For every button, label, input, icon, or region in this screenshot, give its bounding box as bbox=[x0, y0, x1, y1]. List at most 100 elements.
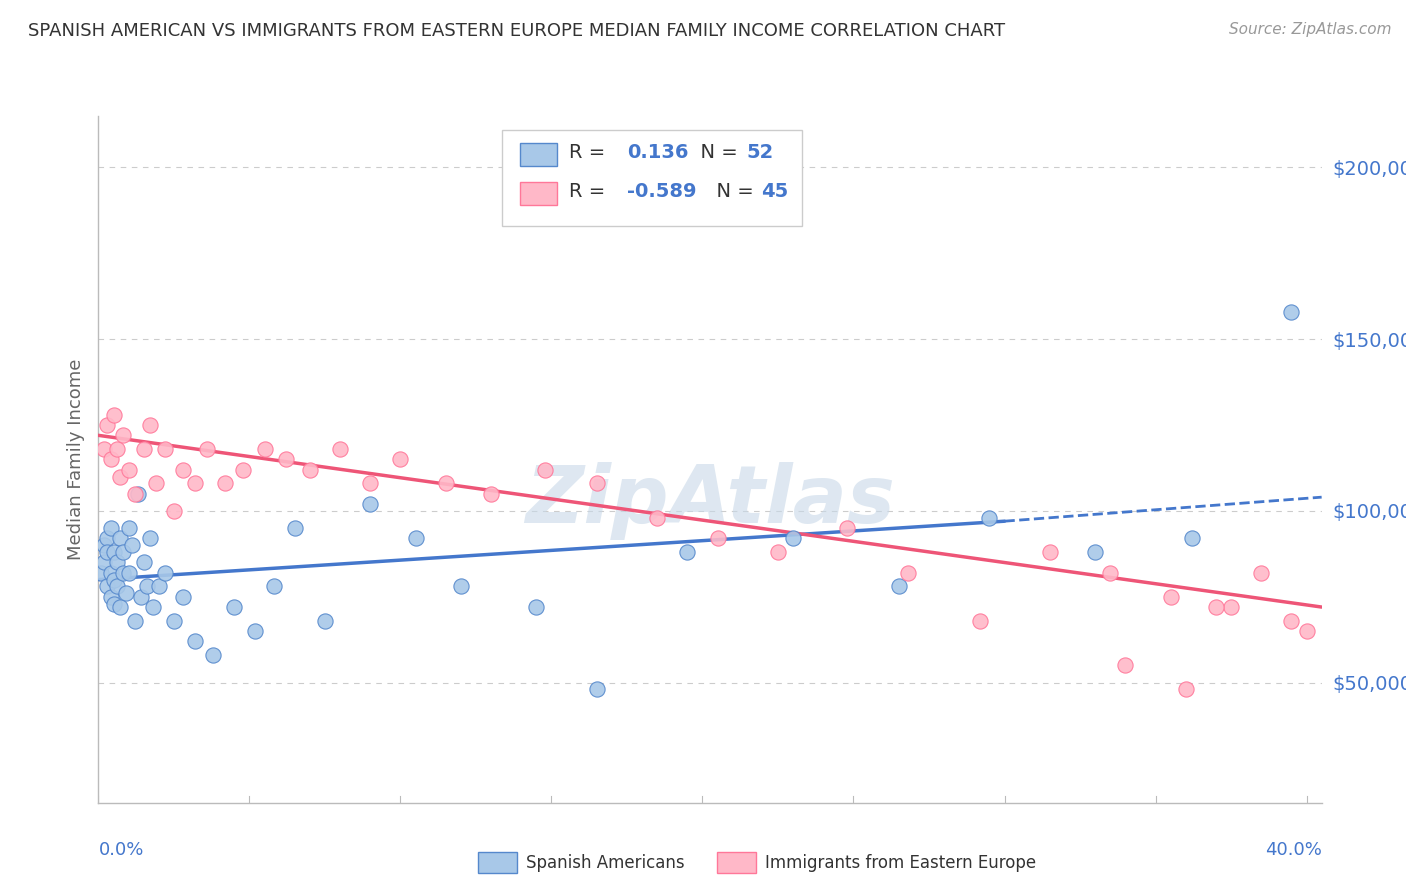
Point bbox=[124, 487, 146, 501]
Point bbox=[163, 504, 186, 518]
Point bbox=[145, 476, 167, 491]
Text: SPANISH AMERICAN VS IMMIGRANTS FROM EASTERN EUROPE MEDIAN FAMILY INCOME CORRELAT: SPANISH AMERICAN VS IMMIGRANTS FROM EAST… bbox=[28, 22, 1005, 40]
Point bbox=[93, 555, 115, 570]
Point bbox=[1114, 658, 1136, 673]
Point bbox=[96, 545, 118, 559]
Text: N =: N = bbox=[704, 182, 759, 201]
Point bbox=[389, 452, 412, 467]
Point bbox=[434, 476, 457, 491]
Point bbox=[142, 600, 165, 615]
Point bbox=[103, 597, 125, 611]
Point bbox=[676, 545, 699, 559]
Point bbox=[1160, 590, 1182, 604]
Point bbox=[274, 452, 297, 467]
Point bbox=[1039, 545, 1062, 559]
Point bbox=[172, 590, 194, 604]
Point bbox=[263, 579, 285, 593]
Point bbox=[1220, 600, 1243, 615]
Point bbox=[163, 614, 186, 628]
Point bbox=[103, 545, 125, 559]
Point bbox=[766, 545, 789, 559]
Point bbox=[1250, 566, 1272, 580]
Point bbox=[111, 545, 134, 559]
Point bbox=[184, 634, 207, 648]
Point bbox=[153, 442, 176, 456]
Point bbox=[329, 442, 352, 456]
Point bbox=[93, 442, 115, 456]
Point bbox=[195, 442, 218, 456]
Text: 0.136: 0.136 bbox=[627, 143, 689, 161]
Point bbox=[782, 532, 804, 546]
Text: 52: 52 bbox=[747, 143, 773, 161]
Point bbox=[153, 566, 176, 580]
Point bbox=[148, 579, 170, 593]
Point bbox=[184, 476, 207, 491]
FancyBboxPatch shape bbox=[502, 129, 801, 226]
Point bbox=[479, 487, 502, 501]
Point bbox=[139, 417, 162, 433]
Point bbox=[105, 442, 128, 456]
Point bbox=[135, 579, 157, 593]
Point bbox=[100, 452, 122, 467]
Text: R =: R = bbox=[569, 182, 612, 201]
Point bbox=[314, 614, 336, 628]
Point bbox=[298, 463, 321, 477]
Point bbox=[100, 566, 122, 580]
Point bbox=[132, 555, 155, 570]
Text: 45: 45 bbox=[762, 182, 789, 201]
Y-axis label: Median Family Income: Median Family Income bbox=[66, 359, 84, 560]
Point bbox=[1295, 624, 1317, 639]
Point bbox=[450, 579, 472, 593]
FancyBboxPatch shape bbox=[520, 143, 557, 166]
Point bbox=[111, 428, 134, 442]
Point bbox=[129, 590, 152, 604]
Point bbox=[1281, 614, 1303, 628]
Point bbox=[359, 476, 381, 491]
Text: -0.589: -0.589 bbox=[627, 182, 696, 201]
Point bbox=[585, 476, 607, 491]
Point bbox=[117, 521, 139, 535]
Point bbox=[979, 510, 1001, 524]
Point bbox=[1099, 566, 1122, 580]
Text: Spanish Americans: Spanish Americans bbox=[526, 854, 685, 871]
Point bbox=[108, 600, 131, 615]
Point bbox=[114, 586, 136, 600]
Text: Immigrants from Eastern Europe: Immigrants from Eastern Europe bbox=[765, 854, 1036, 871]
Point bbox=[96, 532, 118, 546]
Point bbox=[359, 497, 381, 511]
Text: 40.0%: 40.0% bbox=[1265, 840, 1322, 859]
Point bbox=[96, 417, 118, 433]
Point bbox=[1281, 304, 1303, 318]
Point bbox=[100, 521, 122, 535]
Point bbox=[117, 463, 139, 477]
Point bbox=[124, 614, 146, 628]
Point bbox=[100, 590, 122, 604]
Text: R =: R = bbox=[569, 143, 612, 161]
Point bbox=[93, 538, 115, 552]
Text: ZipAtlas: ZipAtlas bbox=[524, 461, 896, 540]
Point bbox=[284, 521, 307, 535]
Point bbox=[887, 579, 910, 593]
Point bbox=[897, 566, 920, 580]
Point bbox=[1181, 532, 1204, 546]
FancyBboxPatch shape bbox=[520, 182, 557, 205]
Point bbox=[1084, 545, 1107, 559]
Point bbox=[585, 682, 607, 697]
Point bbox=[90, 566, 112, 580]
Point bbox=[108, 469, 131, 483]
Point bbox=[127, 487, 149, 501]
Point bbox=[245, 624, 267, 639]
Point bbox=[103, 573, 125, 587]
Point bbox=[214, 476, 236, 491]
Point bbox=[121, 538, 143, 552]
Point bbox=[224, 600, 246, 615]
Point bbox=[253, 442, 276, 456]
Point bbox=[139, 532, 162, 546]
Point bbox=[202, 648, 225, 662]
Point bbox=[837, 521, 859, 535]
Text: 0.0%: 0.0% bbox=[98, 840, 143, 859]
Point bbox=[1174, 682, 1197, 697]
Point bbox=[706, 532, 728, 546]
Point bbox=[111, 566, 134, 580]
Point bbox=[645, 510, 668, 524]
